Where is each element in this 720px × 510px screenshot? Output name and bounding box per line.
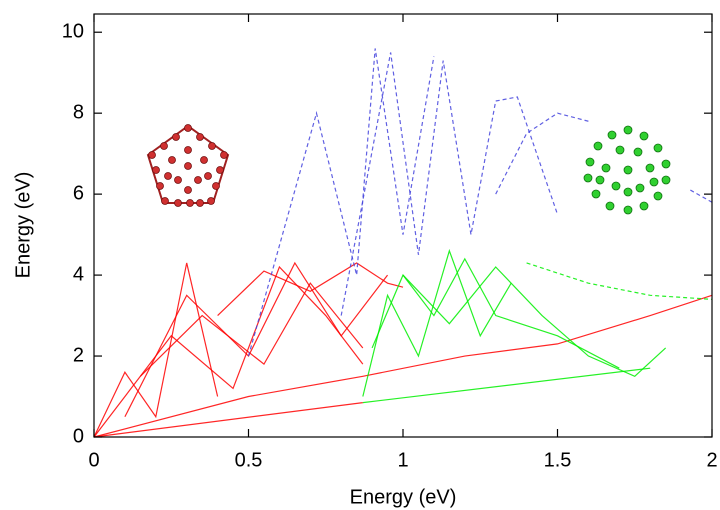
series-line [362,367,651,404]
x-tick-label: 0 [88,449,99,471]
y-tick-label: 8 [73,101,84,123]
y-tick-label: 0 [73,425,84,447]
series-line [93,401,363,438]
x-tick-label: 1.5 [544,449,572,471]
y-tick-label: 6 [73,182,84,204]
x-tick-label: 2 [706,449,717,471]
series-line [93,265,364,438]
series-line [690,189,713,203]
series-line [124,261,389,418]
red-cluster-icon [146,124,230,207]
series-line [495,112,589,195]
series-line [93,294,713,438]
y-axis-label: Energy (eV) [12,172,34,279]
series-line [139,282,364,377]
series-line [402,266,667,377]
x-axis-label: Energy (eV) [350,486,457,508]
x-tick-label: 0.5 [235,449,263,471]
series-line [362,248,512,397]
x-tick-label: 1 [397,449,408,471]
series-line [217,262,404,316]
series-line [247,48,435,357]
series-line [526,262,713,300]
y-tick-label: 10 [62,20,84,42]
series-line [93,262,219,438]
plot-frame [93,13,713,438]
y-tick-label: 4 [73,263,84,285]
y-tick-label: 2 [73,344,84,366]
series-line [340,52,559,316]
green-cluster-icon [583,125,671,215]
